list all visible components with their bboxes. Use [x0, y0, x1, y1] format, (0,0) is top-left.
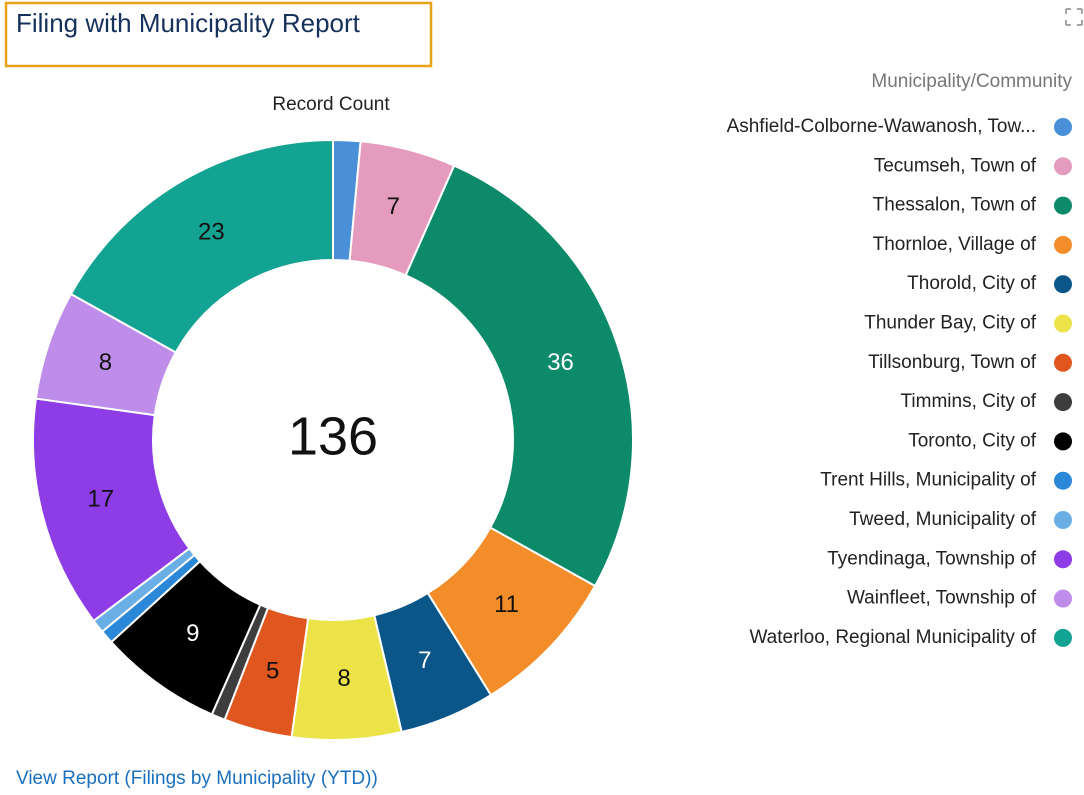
chart-title: Filing with Municipality Report — [16, 8, 361, 38]
view-report-link[interactable]: View Report (Filings by Municipality (YT… — [16, 768, 378, 789]
legend-label: Tillsonburg, Town of — [868, 352, 1037, 373]
legend-swatch — [1054, 393, 1072, 412]
legend-label: Thornloe, Village of — [873, 234, 1037, 255]
legend-label: Tecumseh, Town of — [874, 155, 1037, 176]
data-label: 23 — [198, 218, 225, 245]
donut-segment — [69, 138, 334, 354]
legend-label: Tweed, Municipality of — [849, 509, 1037, 530]
legend-swatch — [1054, 511, 1072, 529]
data-label: 36 — [547, 349, 574, 376]
title-box — [4, 1, 433, 68]
legend-label: Thunder Bay, City of — [864, 313, 1037, 334]
legend-swatch — [1054, 550, 1072, 569]
data-label: 5 — [266, 658, 279, 685]
data-label: 17 — [87, 486, 114, 513]
legend-swatch — [1054, 157, 1072, 176]
legend-swatch — [1054, 314, 1072, 333]
legend-swatch — [1054, 196, 1072, 215]
total: 136 — [288, 406, 378, 466]
data-label: 8 — [99, 349, 112, 376]
legend-swatch — [1054, 432, 1072, 451]
legend-swatch — [1054, 235, 1072, 254]
data-label: 9 — [186, 620, 199, 647]
legend-label: Thorold, City of — [907, 273, 1037, 294]
legend-label: Ashfield-Colborne-Wawanosh, Tow... — [727, 116, 1036, 137]
legend-label: Timmins, City of — [901, 391, 1037, 412]
legend-swatch — [1054, 471, 1072, 490]
donut-segment — [404, 164, 634, 588]
legend-swatch — [1054, 275, 1072, 294]
legend-swatch — [1054, 118, 1072, 136]
legend-swatch — [1054, 628, 1072, 647]
data-label: 7 — [387, 193, 400, 220]
legend-label: Toronto, City of — [908, 430, 1036, 451]
expand-icon[interactable] — [1065, 8, 1083, 26]
data-label: 8 — [337, 665, 350, 692]
legend-label: Tyendinaga, Township of — [827, 548, 1037, 569]
legend-label: Wainfleet, Township of — [847, 588, 1037, 609]
legend-swatch — [1054, 589, 1072, 608]
data-label: 7 — [418, 647, 431, 674]
legend-swatch — [1054, 353, 1072, 372]
legend-label: Trent Hills, Municipality of — [820, 470, 1036, 491]
legend-label: Thessalon, Town of — [873, 195, 1037, 216]
legend-label: Waterloo, Regional Municipality of — [749, 627, 1036, 648]
data-label: 11 — [494, 591, 519, 618]
subtitle: Record Count — [272, 94, 390, 115]
legend-title: Municipality/Community — [871, 71, 1072, 92]
